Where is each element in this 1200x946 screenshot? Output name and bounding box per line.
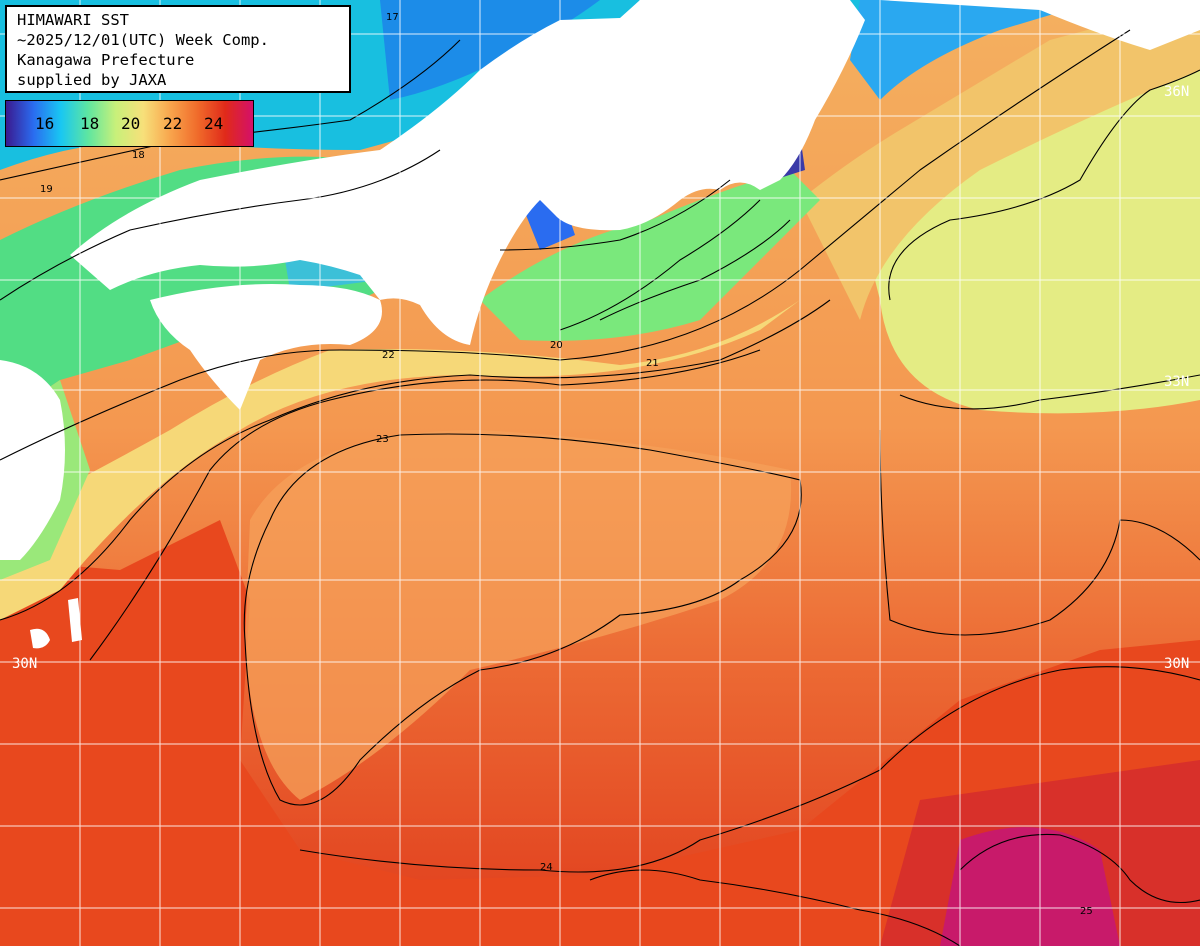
legend-label-18: 18 [80,114,100,133]
land-tanegashima [68,598,82,642]
lat-label-30n-left: 30N [12,656,37,672]
sea-warm-pool [245,430,792,800]
land-yakushima [30,628,50,649]
sea-cold-ne [850,0,1100,100]
contour-labels: 17 18 19 20 21 22 23 24 25 [40,12,1093,917]
title-line-satellite: HIMAWARI SST [17,11,129,29]
sea-mild-transition [800,0,1200,320]
legend-label-22: 22 [163,114,183,133]
sea-mild-east [860,60,1200,414]
contour-label-23: 23 [376,434,389,445]
legend-label-24: 24 [204,114,224,133]
lat-label-33n: 33N [1164,374,1189,390]
lon-label-140e: 140E [1132,0,1148,30]
legend-label-20: 20 [121,114,141,133]
legend-label-16: 16 [35,114,55,133]
sea-hot-band [0,520,1200,946]
contour-label-25: 25 [1080,906,1093,917]
lat-label-30n-right: 30N [1164,656,1189,672]
title-line-prefecture: Kanagawa Prefecture [17,51,195,69]
land-kyushu [0,360,65,560]
grid-labels: 36N 33N 30N 30N 140E [12,0,1189,672]
color-scale-legend: 16 18 20 22 24 [5,100,254,147]
contour-label-17: 17 [386,12,399,23]
contour-label-22: 22 [382,350,395,361]
title-line-supplier: supplied by JAXA [17,71,167,89]
contour-label-18: 18 [132,150,145,161]
lat-label-36n: 36N [1164,84,1189,100]
title-line-date: ~2025/12/01(UTC) Week Comp. [17,31,269,49]
sea-colder-north [380,0,600,100]
sea-hottest-patch [940,827,1120,946]
sea-cool-kii [480,170,820,341]
contour-label-20: 20 [550,340,563,351]
land-shikoku [150,284,382,410]
contour-label-19: 19 [40,184,53,195]
contour-label-24: 24 [540,862,553,873]
land-honshu [70,0,865,345]
contour-label-21: 21 [646,358,659,369]
title-box: HIMAWARI SST ~2025/12/01(UTC) Week Comp.… [5,5,351,93]
